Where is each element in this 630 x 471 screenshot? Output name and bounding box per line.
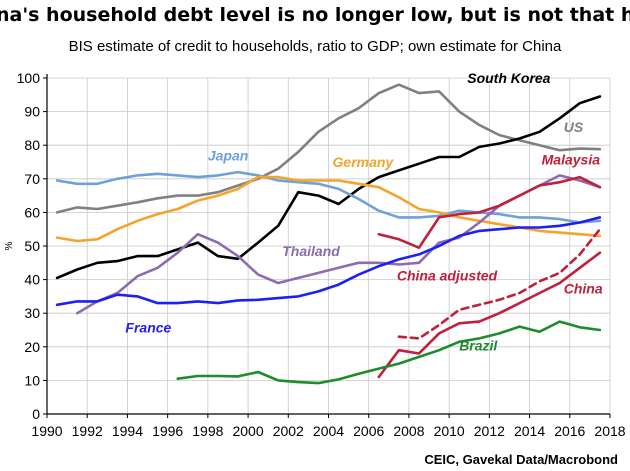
x-tick-label-2006: 2006 [353, 423, 384, 439]
series-label-france: France [125, 320, 171, 336]
x-tick-label-1990: 1990 [31, 423, 62, 439]
series-label-thailand: Thailand [282, 243, 340, 259]
y-tick-label-40: 40 [24, 272, 40, 288]
series-line-japan [55, 170, 602, 224]
y-tick-label-90: 90 [24, 104, 40, 120]
y-tick-label-50: 50 [24, 238, 40, 254]
series-lines [55, 83, 602, 385]
series-line-france [55, 216, 602, 307]
y-tick-label-80: 80 [24, 137, 40, 153]
series-labels: South Korea US Malaysia Japan Germany Thailan… [125, 70, 602, 353]
x-tick-label-2016: 2016 [554, 423, 585, 439]
series-label-brazil: Brazil [459, 337, 498, 353]
series-label-south-korea: South Korea [467, 70, 550, 86]
y-tick-label-0: 0 [32, 406, 40, 422]
y-tick-label-10: 10 [24, 372, 40, 388]
source-note: CEIC, Gavekal Data/Macrobond [424, 452, 618, 467]
x-tick-label-1994: 1994 [112, 423, 143, 439]
x-tick-label-2008: 2008 [393, 423, 424, 439]
y-tick-label-30: 30 [24, 305, 40, 321]
series-label-china-adjusted: China adjusted [397, 268, 498, 284]
x-axis-ticks: 1990 1992 1994 1996 1998 2000 2002 2004 2006 2008… [31, 414, 626, 439]
x-tick-label-1996: 1996 [152, 423, 183, 439]
series-line-malaysia [377, 175, 602, 249]
chart-title: China's household debt level is no longe… [0, 4, 630, 26]
x-tick-label-2002: 2002 [273, 423, 304, 439]
x-tick-label-2018: 2018 [594, 423, 625, 439]
series-label-malaysia: Malaysia [542, 151, 601, 167]
series-label-china: China [564, 281, 603, 297]
series-line-germany [55, 175, 602, 243]
series-line-brazil [176, 320, 602, 385]
x-tick-label-2010: 2010 [434, 423, 465, 439]
y-tick-label-60: 60 [24, 204, 40, 220]
x-tick-label-2004: 2004 [313, 423, 344, 439]
x-tick-label-2012: 2012 [474, 423, 505, 439]
y-axis-ticks: 0 10 20 30 40 50 60 70 80 90 100 [17, 70, 47, 422]
x-tick-label-1998: 1998 [192, 423, 223, 439]
chart-subtitle: BIS estimate of credit to households, ra… [69, 38, 562, 55]
y-tick-label-70: 70 [24, 171, 40, 187]
series-line-south-korea [55, 95, 602, 280]
y-tick-label-100: 100 [17, 70, 41, 86]
series-label-us: US [564, 119, 584, 135]
series-line-us [55, 83, 602, 214]
series-label-japan: Japan [208, 147, 248, 163]
x-tick-label-1992: 1992 [72, 423, 103, 439]
series-label-germany: Germany [333, 154, 395, 170]
y-axis-label: % [4, 241, 15, 250]
x-tick-label-2014: 2014 [514, 423, 545, 439]
y-tick-label-20: 20 [24, 339, 40, 355]
series-line-china [377, 251, 602, 379]
series-line-china-adjusted [397, 227, 602, 340]
x-tick-label-2000: 2000 [232, 423, 263, 439]
